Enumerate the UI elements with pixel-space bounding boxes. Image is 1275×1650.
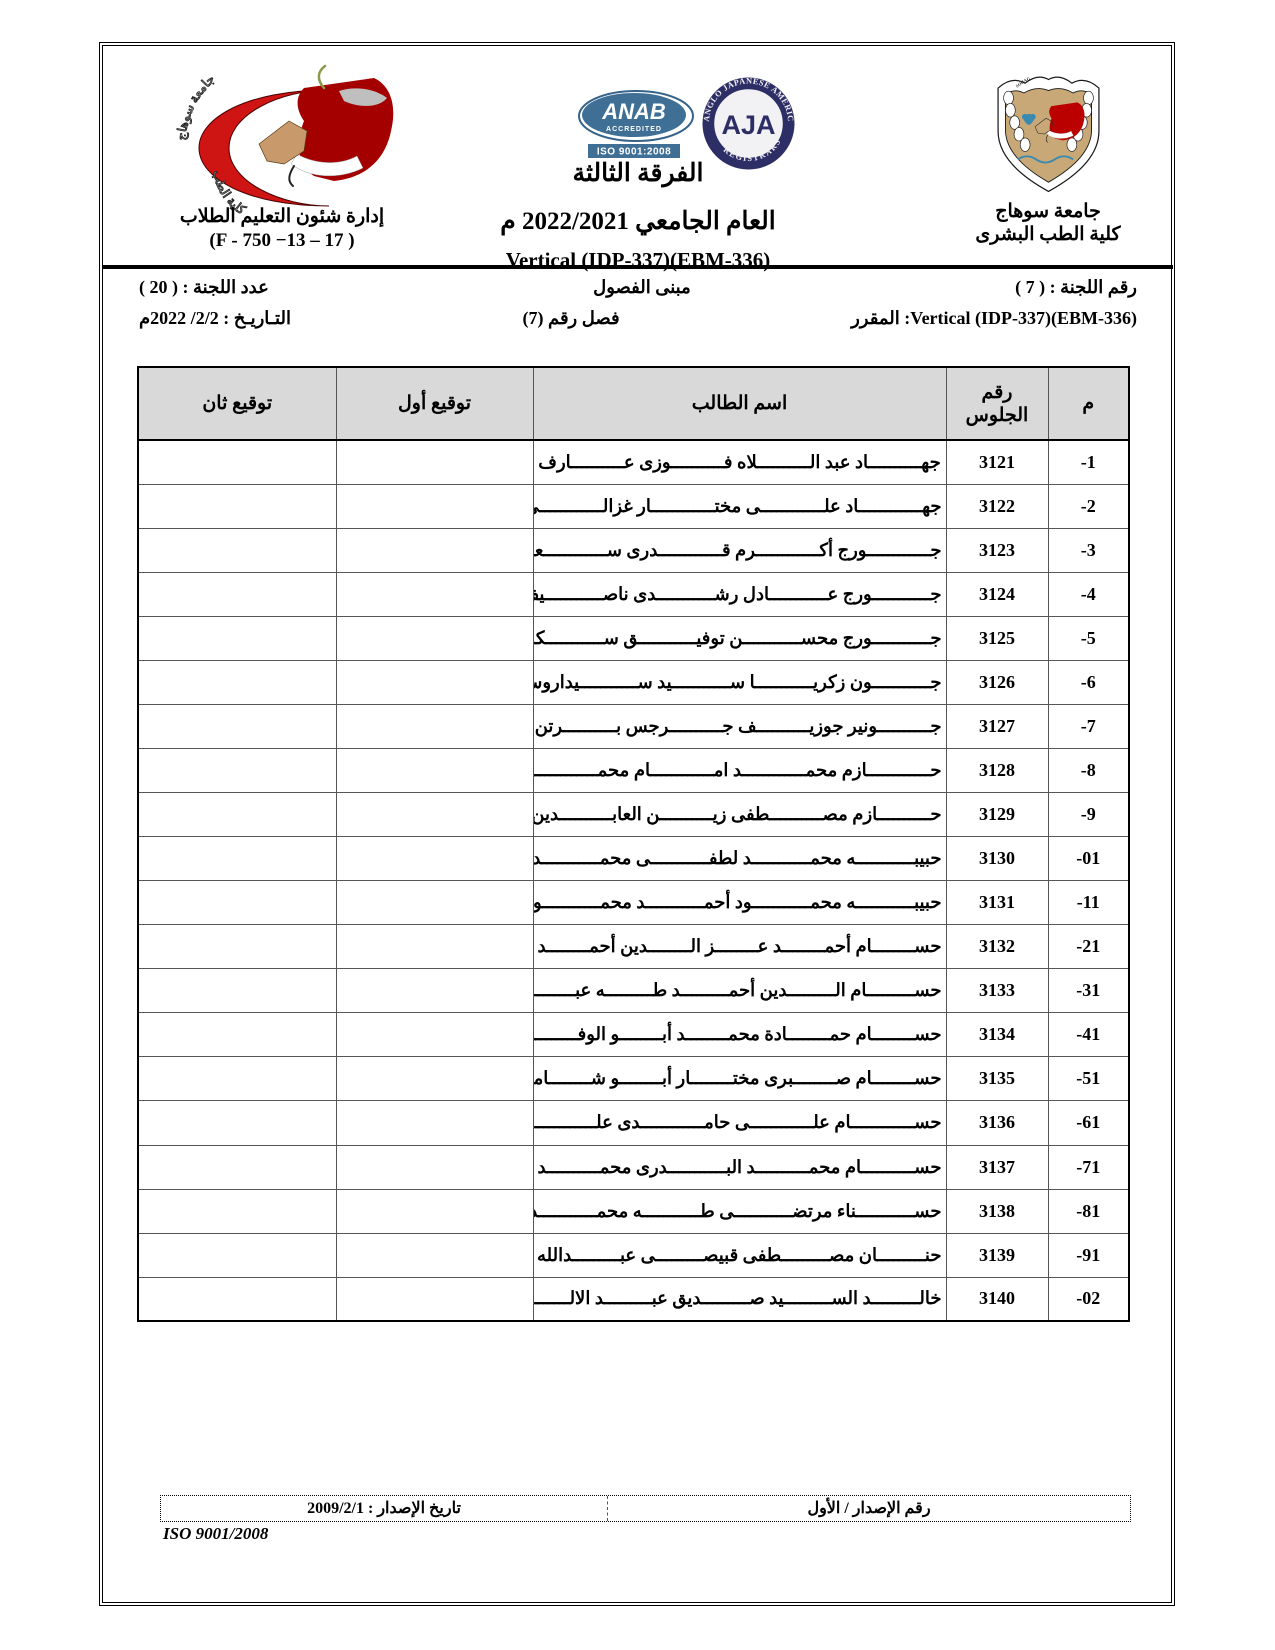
svg-text:ISO 9001:2008: ISO 9001:2008 — [597, 147, 671, 158]
svg-text:ANAB: ANAB — [601, 99, 666, 124]
svg-text:AJA: AJA — [721, 110, 775, 140]
svg-text:ACCREDITED: ACCREDITED — [606, 126, 662, 133]
